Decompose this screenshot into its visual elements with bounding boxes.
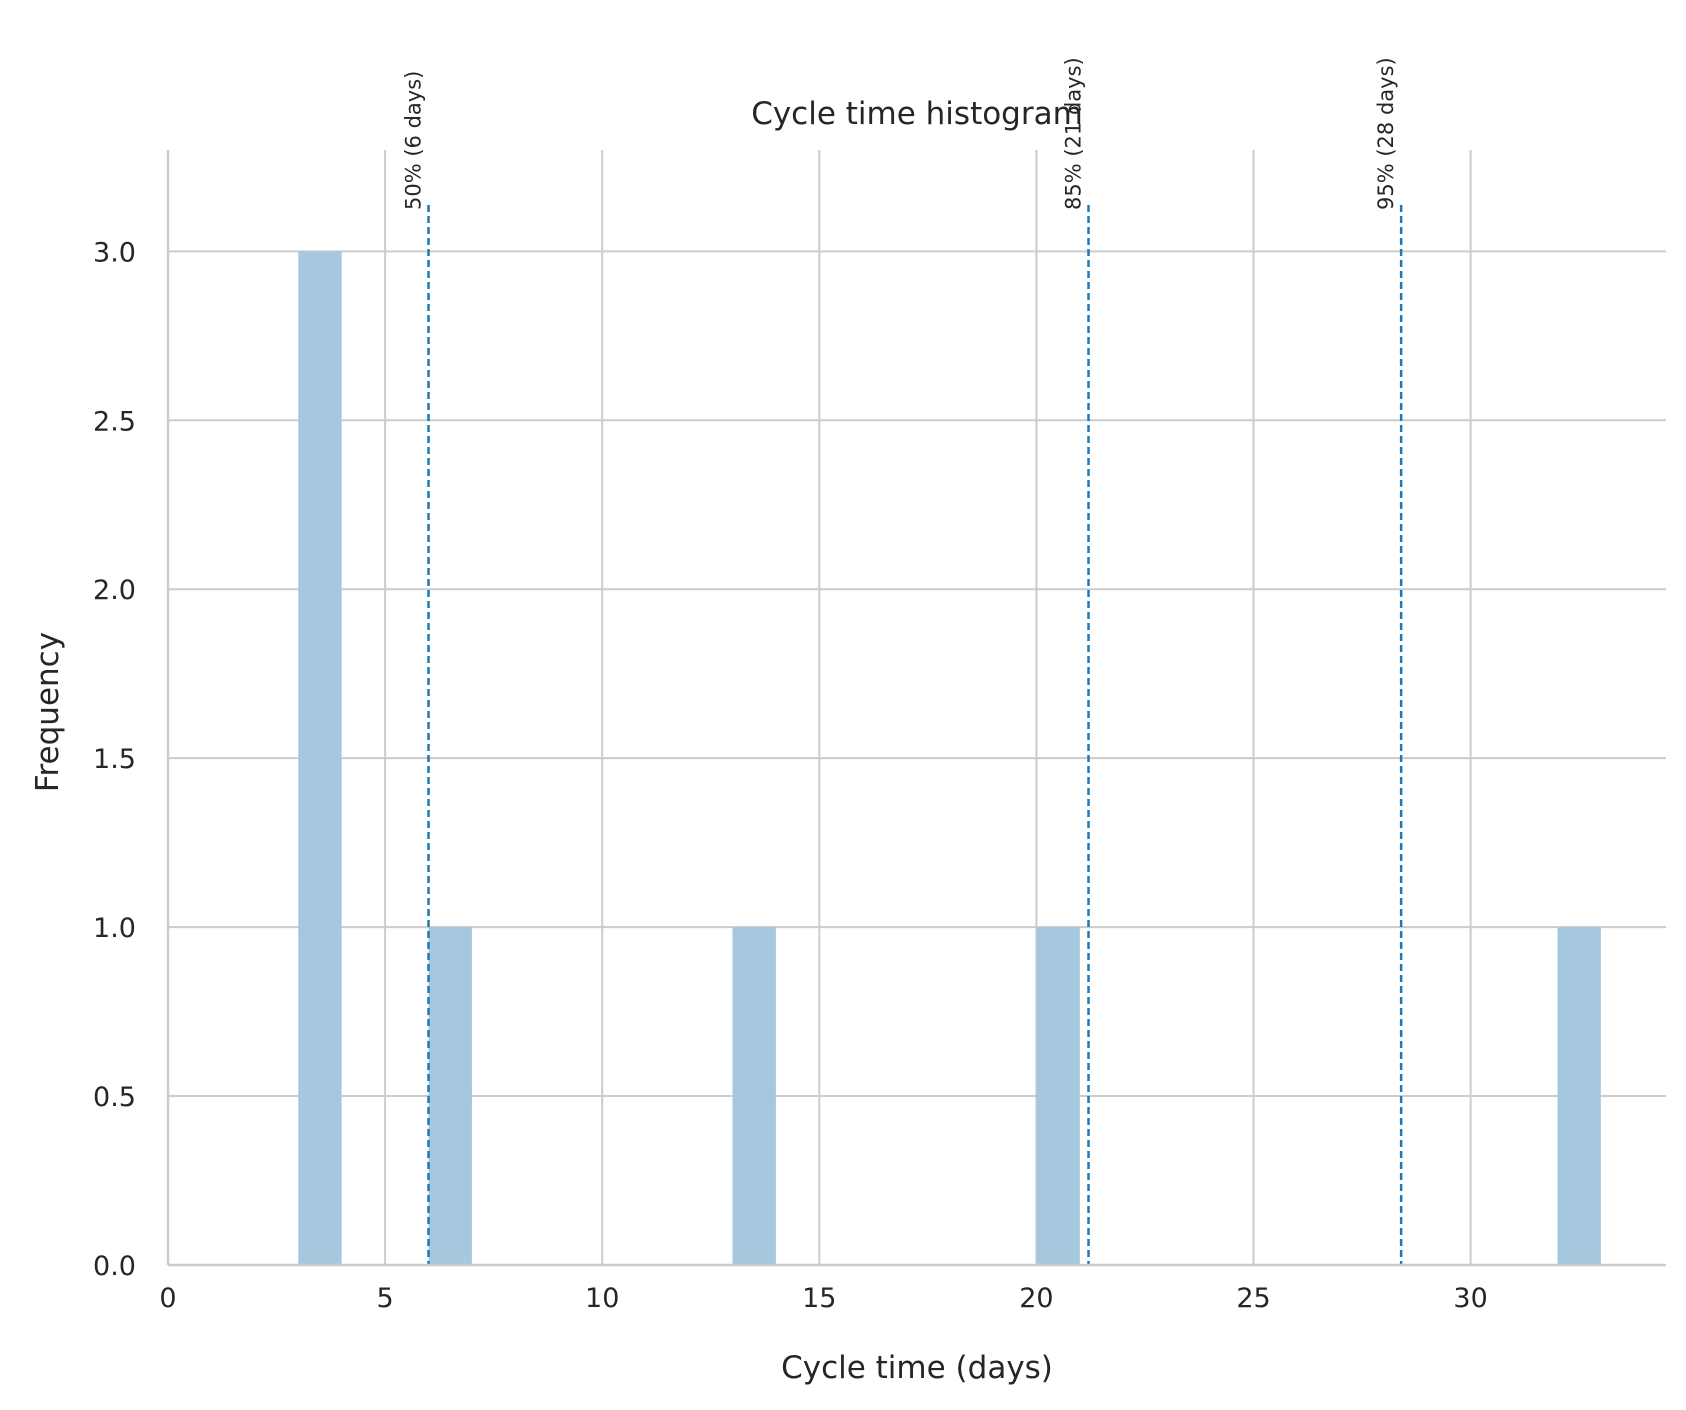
- y-tick-label: 2.0: [93, 575, 136, 606]
- percentile-label: 95% (28 days): [1374, 57, 1398, 210]
- x-tick-labels: 0 5 10 15 20 25 30: [159, 1283, 1487, 1314]
- y-tick-labels: 0.0 0.5 1.0 1.5 2.0 2.5 3.0: [93, 237, 136, 1282]
- x-tick-label: 10: [585, 1283, 619, 1314]
- x-tick-label: 20: [1019, 1283, 1053, 1314]
- x-tick-label: 15: [802, 1283, 836, 1314]
- x-tick-label: 0: [159, 1283, 176, 1314]
- x-tick-label: 5: [377, 1283, 394, 1314]
- histogram-bar: [298, 251, 342, 1265]
- y-tick-label: 0.5: [93, 1082, 136, 1113]
- histogram-bar: [1557, 927, 1601, 1265]
- x-axis-title: Cycle time (days): [781, 1350, 1053, 1386]
- percentile-label: 85% (21 days): [1062, 57, 1086, 210]
- histogram-bar: [428, 927, 472, 1265]
- x-tick-label: 25: [1236, 1283, 1270, 1314]
- y-axis-title: Frequency: [30, 632, 66, 792]
- histogram-bar: [732, 927, 776, 1265]
- percentile-label: 50% (6 days): [402, 71, 426, 210]
- percentile-labels: 50% (6 days) 85% (21 days) 95% (28 days): [402, 57, 1399, 210]
- histogram-bars: [298, 251, 1601, 1265]
- y-tick-label: 3.0: [93, 237, 136, 268]
- chart-title: Cycle time histogram: [751, 96, 1083, 132]
- axes-spines: [166, 150, 1666, 1267]
- y-tick-label: 1.5: [93, 744, 136, 775]
- grid-lines: [167, 150, 1666, 1266]
- percentile-lines: [427, 205, 1403, 1265]
- y-tick-label: 0.0: [93, 1251, 136, 1282]
- x-tick-label: 30: [1453, 1283, 1487, 1314]
- histogram-bar: [1036, 927, 1080, 1265]
- y-tick-label: 2.5: [93, 406, 136, 437]
- y-tick-label: 1.0: [93, 913, 136, 944]
